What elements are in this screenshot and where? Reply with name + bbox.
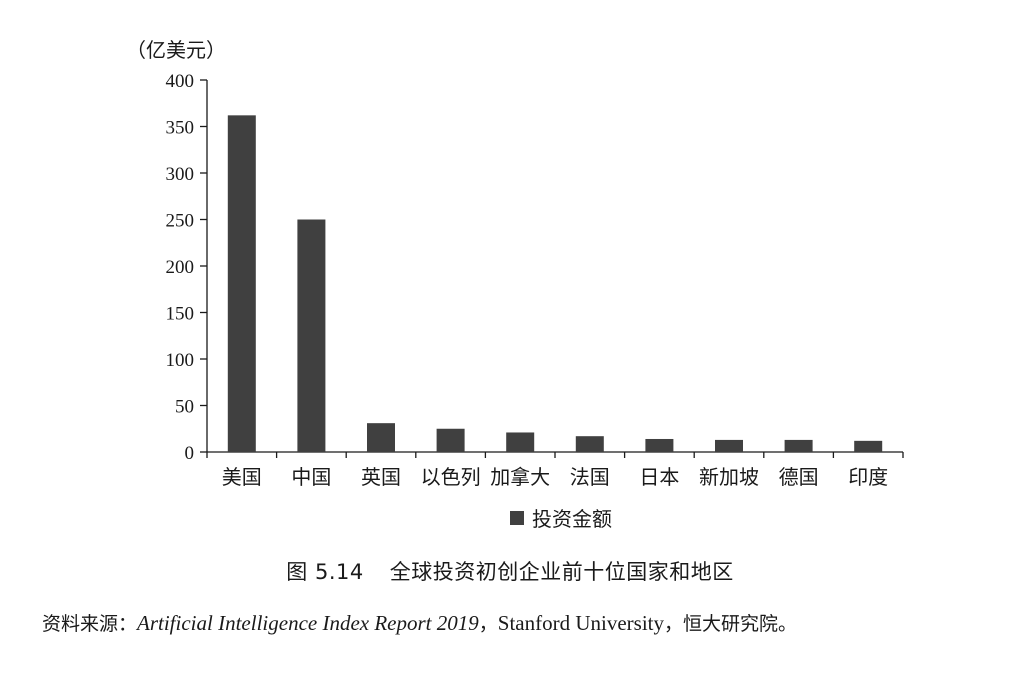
y-tick-label: 0: [185, 443, 195, 464]
figure-title: 全球投资初创企业前十位国家和地区: [389, 560, 734, 584]
bar: [645, 438, 674, 452]
bar: [436, 428, 465, 452]
legend-swatch: [510, 510, 524, 525]
figure-caption: 图 5.14 全球投资初创企业前十位国家和地区: [0, 556, 1020, 586]
bar: [854, 440, 883, 452]
y-tick-label: 200: [166, 257, 195, 278]
bar: [784, 439, 813, 452]
source-sep-1: ，: [478, 613, 498, 635]
bar: [367, 423, 395, 452]
y-tick-label: 100: [166, 350, 195, 371]
x-category-label: 新加坡: [699, 465, 759, 489]
x-category-label: 德国: [779, 465, 819, 489]
x-axis: 美国 中国 英国 以色列 加拿大 法国 日本 新加坡 德国 印度: [206, 451, 904, 489]
y-axis: 0 50 100 150 200 250 300 350 400: [166, 71, 208, 464]
bar: [575, 436, 604, 452]
y-tick-label: 400: [166, 71, 195, 92]
x-category-label: 加拿大: [490, 465, 550, 489]
bar: [715, 439, 743, 452]
y-tick-label: 50: [175, 397, 194, 418]
source-report: Artificial Intelligence Index Report 201…: [137, 611, 479, 635]
x-category-label: 以色列: [421, 465, 481, 489]
figure-number: 图 5.14: [286, 560, 364, 584]
bar-chart: （亿美元） 0 50 100 150 200 250 300 350 400 美国 中国 英国 以色列…: [126, 38, 904, 489]
source-org: Stanford University: [497, 611, 664, 635]
legend: 投资金额: [510, 503, 612, 532]
bars: [227, 115, 883, 452]
source-sep-2: ，: [664, 613, 684, 635]
y-tick-label: 250: [166, 211, 195, 232]
x-category-label: 日本: [639, 465, 679, 489]
source-note: 资料来源：Artificial Intelligence Index Repor…: [42, 609, 797, 636]
y-tick-label: 300: [166, 164, 195, 185]
bar: [227, 115, 256, 452]
x-category-label: 印度: [848, 465, 888, 489]
bar: [506, 432, 535, 452]
x-category-label: 中国: [291, 465, 331, 489]
y-tick-label: 350: [166, 118, 195, 139]
source-prefix: 资料来源：: [42, 613, 138, 635]
legend-label: 投资金额: [532, 507, 612, 531]
x-category-label: 美国: [222, 465, 262, 489]
x-category-label: 法国: [570, 465, 610, 489]
y-tick-label: 150: [166, 304, 195, 325]
y-axis-unit-label: （亿美元）: [126, 38, 226, 62]
source-suffix: 恒大研究院。: [683, 613, 798, 635]
bar: [297, 219, 326, 452]
x-category-label: 英国: [361, 465, 401, 489]
